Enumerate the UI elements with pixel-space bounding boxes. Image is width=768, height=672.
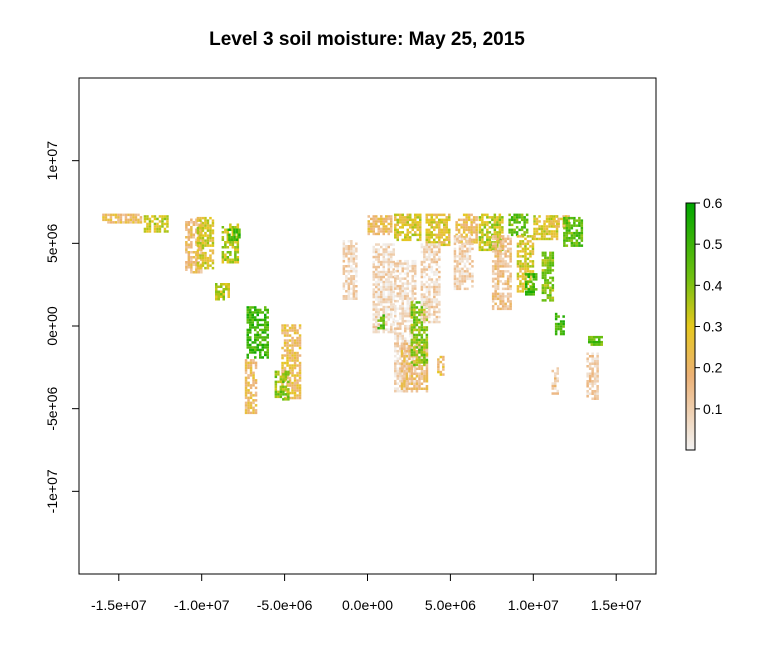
swath-14 [372,243,395,334]
swath-7 [215,283,230,301]
swath-16 [394,213,422,242]
colorbar: 0.1 0.2 0.3 0.4 0.5 0.6 [685,195,723,451]
x-tick-label: 1.5e+07 [591,597,642,613]
x-tick-label: -5.0e+06 [257,597,313,613]
y-tick-label: -1e+07 [44,469,60,513]
swath-15 [377,314,385,330]
swath-19 [410,301,429,367]
x-axis: -1.5e+07 -1.0e+07 -5.0e+06 0.0e+00 5.0e+06 1.… [91,573,642,613]
colorbar-tick-label: 0.6 [703,195,723,211]
soil-moisture-data-layer [102,213,603,415]
swath-27 [508,213,529,237]
chart-title: Level 3 soil moisture: May 25, 2015 [209,29,525,50]
colorbar-tick-label: 0.3 [703,319,723,335]
swath-20 [425,213,451,247]
swath-26 [491,235,512,311]
swath-9 [244,359,258,415]
y-tick-label: 1e+07 [44,141,60,181]
y-tick-label: 0e+00 [44,306,60,346]
swath-37 [588,335,603,346]
plot-frame [78,77,657,575]
x-tick-label: -1.0e+07 [174,597,230,613]
swath-34 [554,312,565,336]
swath-8 [246,306,269,359]
y-tick-label: -5e+06 [44,386,60,430]
colorbar-tick-label: 0.5 [703,236,723,252]
x-tick-label: -1.5e+07 [91,597,147,613]
x-tick-label: 5.0e+06 [425,597,476,613]
swath-13 [367,215,393,236]
swath-35 [551,367,559,395]
y-axis: 1e+07 5e+06 0e+00 -5e+06 -1e+07 [44,141,80,513]
y-tick-label: 5e+06 [44,223,60,263]
swath-29 [525,273,538,296]
colorbar-tick-label: 0.1 [703,401,723,417]
swath-12 [342,240,358,300]
swath-1 [102,213,143,224]
x-tick-label: 1.0e+07 [508,597,559,613]
swath-24 [453,235,474,291]
swath-21 [420,243,441,324]
swath-6 [228,228,241,241]
swath-4 [196,216,215,270]
swath-11 [274,370,290,401]
colorbar-tick-label: 0.2 [703,360,723,376]
swath-33 [563,216,584,247]
swath-31 [541,251,555,302]
x-tick-label: 0.0e+00 [342,597,393,613]
colorbar-tick-label: 0.4 [703,277,723,293]
swath-22 [437,355,445,376]
colorbar-gradient [685,202,696,451]
swath-36 [586,352,599,400]
swath-18 [400,342,429,393]
swath-2 [143,215,169,233]
